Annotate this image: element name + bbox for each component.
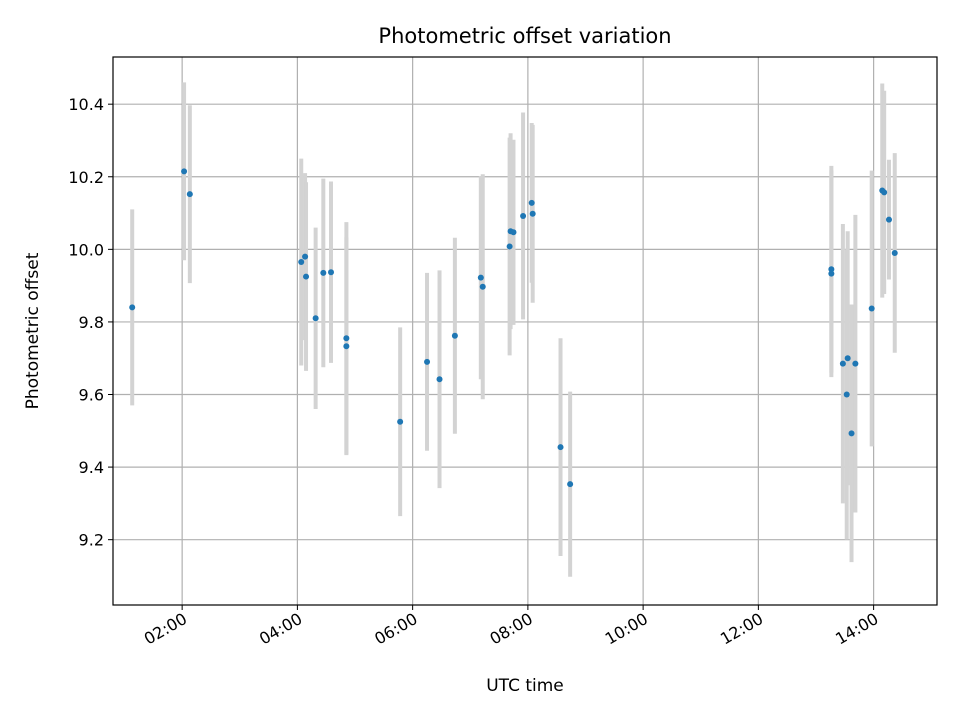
- data-point: [844, 355, 851, 362]
- data-point: [567, 481, 574, 488]
- data-point: [181, 168, 188, 175]
- data-point: [477, 274, 484, 281]
- data-point: [186, 191, 193, 198]
- data-point: [397, 418, 404, 425]
- y-axis-label: Photometric offset: [23, 252, 43, 409]
- x-axis-label: UTC time: [486, 676, 564, 696]
- plot-frame: [112, 56, 938, 606]
- data-point: [520, 212, 527, 219]
- data-point: [848, 430, 855, 437]
- y-tick-label: 9.8: [79, 313, 104, 332]
- data-point: [298, 259, 305, 266]
- y-tick-label: 10.0: [68, 240, 104, 259]
- data-point: [129, 304, 136, 311]
- data-point: [302, 253, 309, 260]
- data-point: [557, 444, 564, 451]
- data-point: [436, 376, 443, 383]
- y-tick-label: 9.4: [79, 458, 104, 477]
- data-point: [828, 270, 835, 277]
- data-point: [839, 360, 846, 367]
- data-point: [312, 315, 319, 322]
- data-point: [852, 360, 859, 367]
- grid: [113, 57, 937, 605]
- y-tick-label: 10.2: [68, 168, 104, 187]
- data-point: [885, 216, 892, 223]
- y-tick-label: 9.2: [79, 531, 104, 550]
- data-point: [424, 358, 431, 365]
- data-point: [528, 199, 535, 206]
- y-axis-ticks: 9.2 9.4 9.6 9.8 10.0 10.2 10.4: [68, 95, 113, 550]
- chart-title: Photometric offset variation: [378, 24, 671, 48]
- data-point: [343, 343, 350, 350]
- data-point: [828, 266, 835, 273]
- data-point: [506, 243, 513, 250]
- data-point: [451, 332, 458, 339]
- data-point: [868, 305, 875, 312]
- y-tick-label: 9.6: [79, 386, 104, 405]
- data-points: [129, 168, 898, 488]
- data-point: [479, 283, 486, 290]
- data-point: [843, 391, 850, 398]
- data-point: [303, 273, 310, 280]
- data-point: [891, 249, 898, 256]
- data-point: [510, 229, 517, 236]
- data-point: [881, 189, 888, 196]
- data-point: [343, 335, 350, 342]
- data-point: [320, 269, 327, 276]
- y-tick-label: 10.4: [68, 95, 104, 114]
- data-point: [529, 210, 536, 217]
- data-point: [328, 269, 335, 276]
